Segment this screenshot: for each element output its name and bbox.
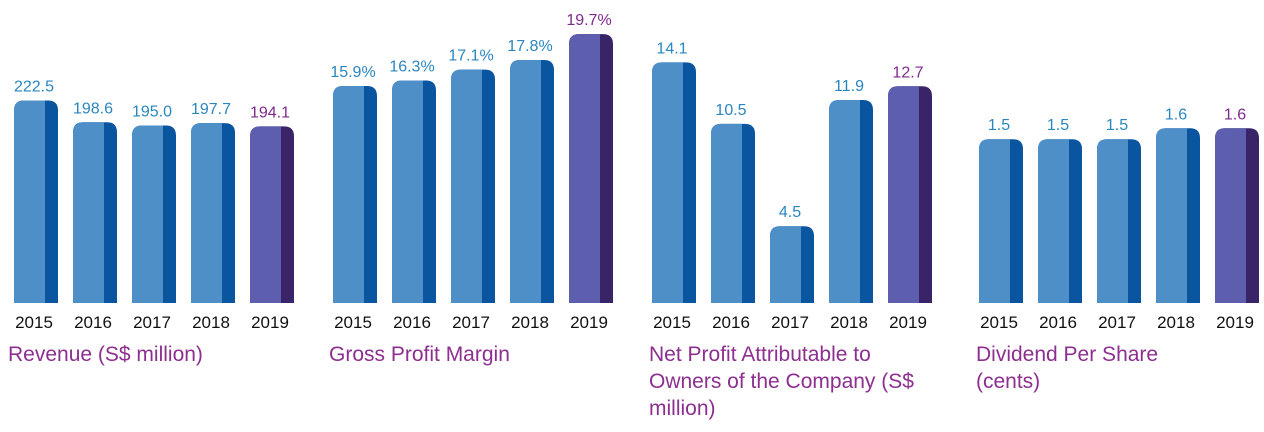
chart-title: Gross Profit Margin xyxy=(329,343,510,366)
bar-face xyxy=(1156,128,1187,303)
value-label: 4.5 xyxy=(779,204,801,221)
x-tick-label: 2016 xyxy=(712,313,750,332)
value-label: 194.1 xyxy=(250,104,290,121)
x-tick-label: 2015 xyxy=(653,313,691,332)
x-tick-label: 2019 xyxy=(570,313,608,332)
bar-face xyxy=(333,85,364,303)
value-label: 17.8% xyxy=(507,38,552,55)
value-label: 198.6 xyxy=(73,100,113,117)
x-tick-label: 2015 xyxy=(334,313,372,332)
charts: 222.5 2015 198.6 2016 195.0 2017 197.7 2018 194.… xyxy=(14,12,1259,332)
x-tick-label: 2015 xyxy=(980,313,1018,332)
x-tick-label: 2016 xyxy=(74,313,112,332)
value-label: 195.0 xyxy=(132,104,172,121)
x-tick-label: 2016 xyxy=(393,313,431,332)
x-tick-label: 2017 xyxy=(452,313,490,332)
x-tick-label: 2018 xyxy=(830,313,868,332)
bar-face xyxy=(888,86,919,304)
chart-title: Revenue (S$ million) xyxy=(8,343,203,366)
bar-face xyxy=(569,34,600,303)
x-tick-label: 2016 xyxy=(1039,313,1077,332)
bar-face xyxy=(73,122,104,303)
bar-face xyxy=(1038,139,1069,303)
bar-face xyxy=(829,99,860,303)
value-label: 17.1% xyxy=(448,48,493,65)
value-label: 1.5 xyxy=(1047,117,1069,134)
bar-face xyxy=(250,126,281,303)
value-label: 16.3% xyxy=(389,59,434,76)
value-label: 11.9 xyxy=(834,78,864,95)
bar-face xyxy=(392,80,423,303)
value-label: 10.5 xyxy=(715,102,746,119)
x-tick-label: 2018 xyxy=(192,313,230,332)
chart-title: Dividend Per Share (cents) xyxy=(976,343,1159,393)
bar-face xyxy=(510,60,541,303)
x-tick-label: 2015 xyxy=(15,313,53,332)
chart-title: Net Profit Attributable to Owners of the… xyxy=(649,343,914,420)
bar-face xyxy=(770,226,801,303)
value-label: 19.7% xyxy=(566,12,611,29)
x-tick-label: 2018 xyxy=(511,313,549,332)
x-tick-label: 2017 xyxy=(133,313,171,332)
x-tick-label: 2017 xyxy=(1098,313,1136,332)
bar-face xyxy=(191,123,222,303)
value-label: 1.5 xyxy=(988,117,1010,134)
value-label: 1.6 xyxy=(1224,106,1246,123)
bar-face xyxy=(14,100,45,304)
bar-face xyxy=(711,123,742,303)
value-label: 14.1 xyxy=(656,40,687,57)
x-tick-label: 2019 xyxy=(251,313,289,332)
value-label: 12.7 xyxy=(892,64,923,81)
x-tick-label: 2019 xyxy=(889,313,927,332)
value-label: 222.5 xyxy=(14,79,54,96)
value-label: 197.7 xyxy=(191,101,231,118)
value-label: 1.5 xyxy=(1106,117,1128,134)
bar-face xyxy=(1097,139,1128,303)
bar-face xyxy=(652,62,683,304)
bar-face xyxy=(451,69,482,304)
value-label: 15.9% xyxy=(330,64,375,81)
x-tick-label: 2017 xyxy=(771,313,809,332)
bar-face xyxy=(1215,128,1246,303)
bar-face xyxy=(979,139,1010,303)
bar-face xyxy=(132,125,163,303)
x-tick-label: 2019 xyxy=(1216,313,1254,332)
value-label: 1.6 xyxy=(1165,106,1187,123)
x-tick-label: 2018 xyxy=(1157,313,1195,332)
